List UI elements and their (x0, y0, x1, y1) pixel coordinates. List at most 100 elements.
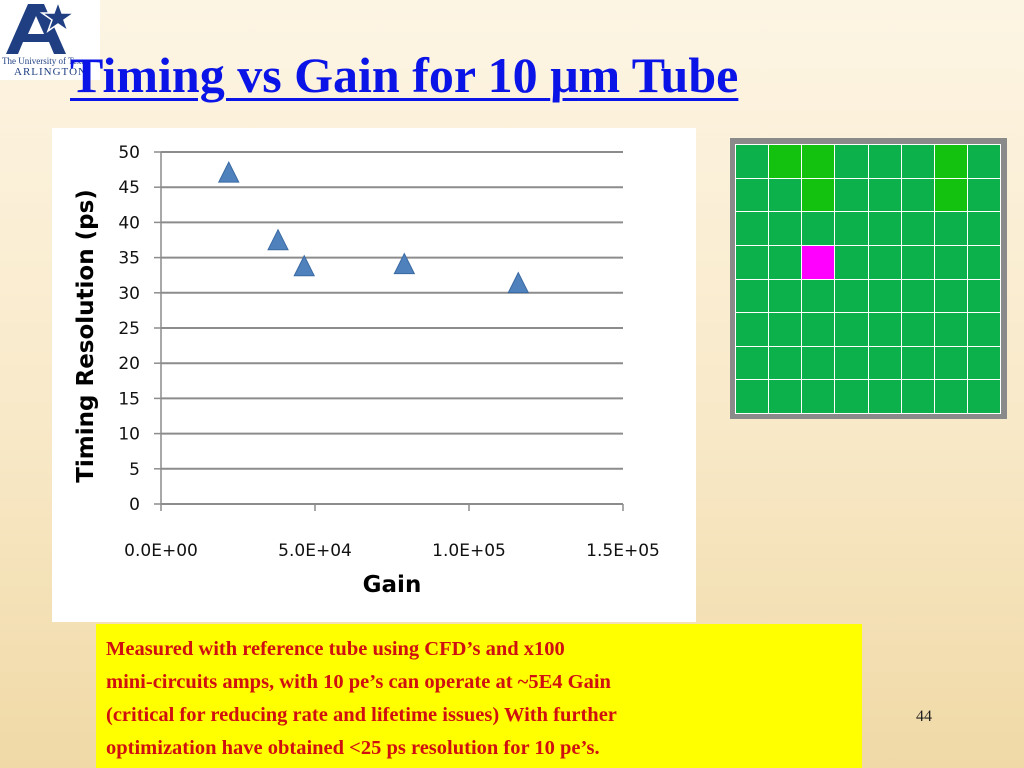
grid-cell (868, 313, 901, 346)
grid-cell (736, 380, 769, 413)
grid-cell (802, 212, 835, 245)
grid-cell (868, 178, 901, 212)
logo-line-2: ARLINGTON (14, 66, 87, 78)
grid-cell (835, 212, 868, 245)
x-axis-title: Gain (363, 572, 422, 598)
grid-cell (736, 346, 769, 380)
pixel-grid (735, 144, 1001, 414)
grid-cell (934, 380, 967, 413)
university-logo: The University of Texas ARLINGTON (0, 0, 100, 80)
y-tick-label: 10 (118, 425, 140, 445)
y-tick-label: 5 (129, 460, 140, 480)
grid-cell (736, 178, 769, 212)
grid-cell (835, 346, 868, 380)
grid-cell (901, 145, 934, 178)
grid-cell (967, 346, 1000, 380)
pixel-grid-frame (730, 138, 1007, 419)
grid-cell (934, 279, 967, 313)
note-line-3: (critical for reducing rate and lifetime… (106, 704, 617, 726)
y-tick-label: 35 (118, 249, 140, 269)
x-tick-label: 5.0E+04 (278, 541, 352, 561)
grid-cell (769, 380, 802, 413)
grid-cell (967, 145, 1000, 178)
logo-line-1: The University of Texas (2, 56, 89, 66)
grid-cell (835, 380, 868, 413)
y-tick-label: 40 (118, 213, 140, 233)
page-number: 44 (916, 708, 932, 725)
grid-cell (967, 178, 1000, 212)
y-tick-label: 50 (118, 143, 140, 163)
note-line-2: mini-circuits amps, with 10 pe’s can ope… (106, 671, 611, 693)
grid-cell (769, 346, 802, 380)
grid-cell (934, 313, 967, 346)
grid-cell (736, 212, 769, 245)
title-text-end: m Tube (578, 47, 739, 103)
grid-cell (967, 313, 1000, 346)
slide-title: Timing vs Gain for 10 μm Tube (70, 46, 738, 104)
grid-cell (835, 279, 868, 313)
y-tick-label: 20 (118, 354, 140, 374)
grid-cell (901, 346, 934, 380)
grid-cell (769, 212, 802, 245)
grid-cell-bright (934, 145, 967, 178)
grid-cell (901, 245, 934, 279)
grid-cell (769, 245, 802, 279)
x-tick-label: 0.0E+00 (124, 541, 198, 561)
grid-cell (769, 279, 802, 313)
y-tick-label: 25 (118, 319, 140, 339)
grid-cell (934, 245, 967, 279)
grid-cell (868, 245, 901, 279)
grid-cell (736, 145, 769, 178)
note-line-1: Measured with reference tube using CFD’s… (106, 638, 565, 660)
grid-cell (736, 245, 769, 279)
grid-cell-bright (802, 145, 835, 178)
grid-cell (967, 380, 1000, 413)
grid-cell (901, 212, 934, 245)
grid-cell (835, 313, 868, 346)
grid-cell-bright (934, 178, 967, 212)
y-tick-label: 0 (129, 495, 140, 515)
y-axis-title: Timing Resolution (ps) (73, 189, 99, 483)
x-tick-label: 1.5E+05 (586, 541, 660, 561)
y-tick-label: 45 (118, 178, 140, 198)
data-point-marker (393, 252, 416, 275)
note-line-4: optimization have obtained <25 ps resolu… (106, 737, 600, 759)
grid-cell (868, 346, 901, 380)
grid-cell (868, 279, 901, 313)
grid-cell-highlight (802, 245, 835, 279)
grid-cell (868, 212, 901, 245)
grid-cell (868, 380, 901, 413)
grid-cell (802, 279, 835, 313)
chart-panel: 0 5 10 15 20 25 30 35 40 45 50 0.0E+00 5.0E+04 1.0E+0… (52, 128, 696, 622)
data-point-marker (217, 161, 240, 183)
grid-cell (769, 313, 802, 346)
grid-cell (901, 279, 934, 313)
title-mu-symbol: μ (550, 47, 579, 103)
grid-cell-bright (802, 178, 835, 212)
grid-cell (835, 178, 868, 212)
title-text: Timing vs Gain for 10 (70, 47, 551, 103)
grid-cell (901, 178, 934, 212)
grid-cell (868, 145, 901, 178)
grid-cell (835, 245, 868, 279)
grid-cell (736, 313, 769, 346)
data-point-marker (507, 271, 530, 294)
grid-cell (967, 212, 1000, 245)
grid-cell (901, 313, 934, 346)
grid-cell (901, 380, 934, 413)
grid-cell (769, 178, 802, 212)
data-point-marker (293, 254, 316, 277)
grid-cell (802, 313, 835, 346)
note-box: Measured with reference tube using CFD’s… (96, 624, 862, 768)
star-a-logo-icon (6, 0, 77, 54)
grid-cell (934, 212, 967, 245)
grid-cell (967, 279, 1000, 313)
grid-cell (835, 145, 868, 178)
grid-cell (967, 245, 1000, 279)
scatter-chart: 0 5 10 15 20 25 30 35 40 45 50 0.0E+00 5.0E+04 1.0E+0… (73, 143, 660, 598)
grid-cell (736, 279, 769, 313)
grid-cell-bright (769, 145, 802, 178)
grid-cell (802, 380, 835, 413)
y-tick-label: 15 (118, 389, 140, 409)
data-point-marker (267, 228, 289, 251)
